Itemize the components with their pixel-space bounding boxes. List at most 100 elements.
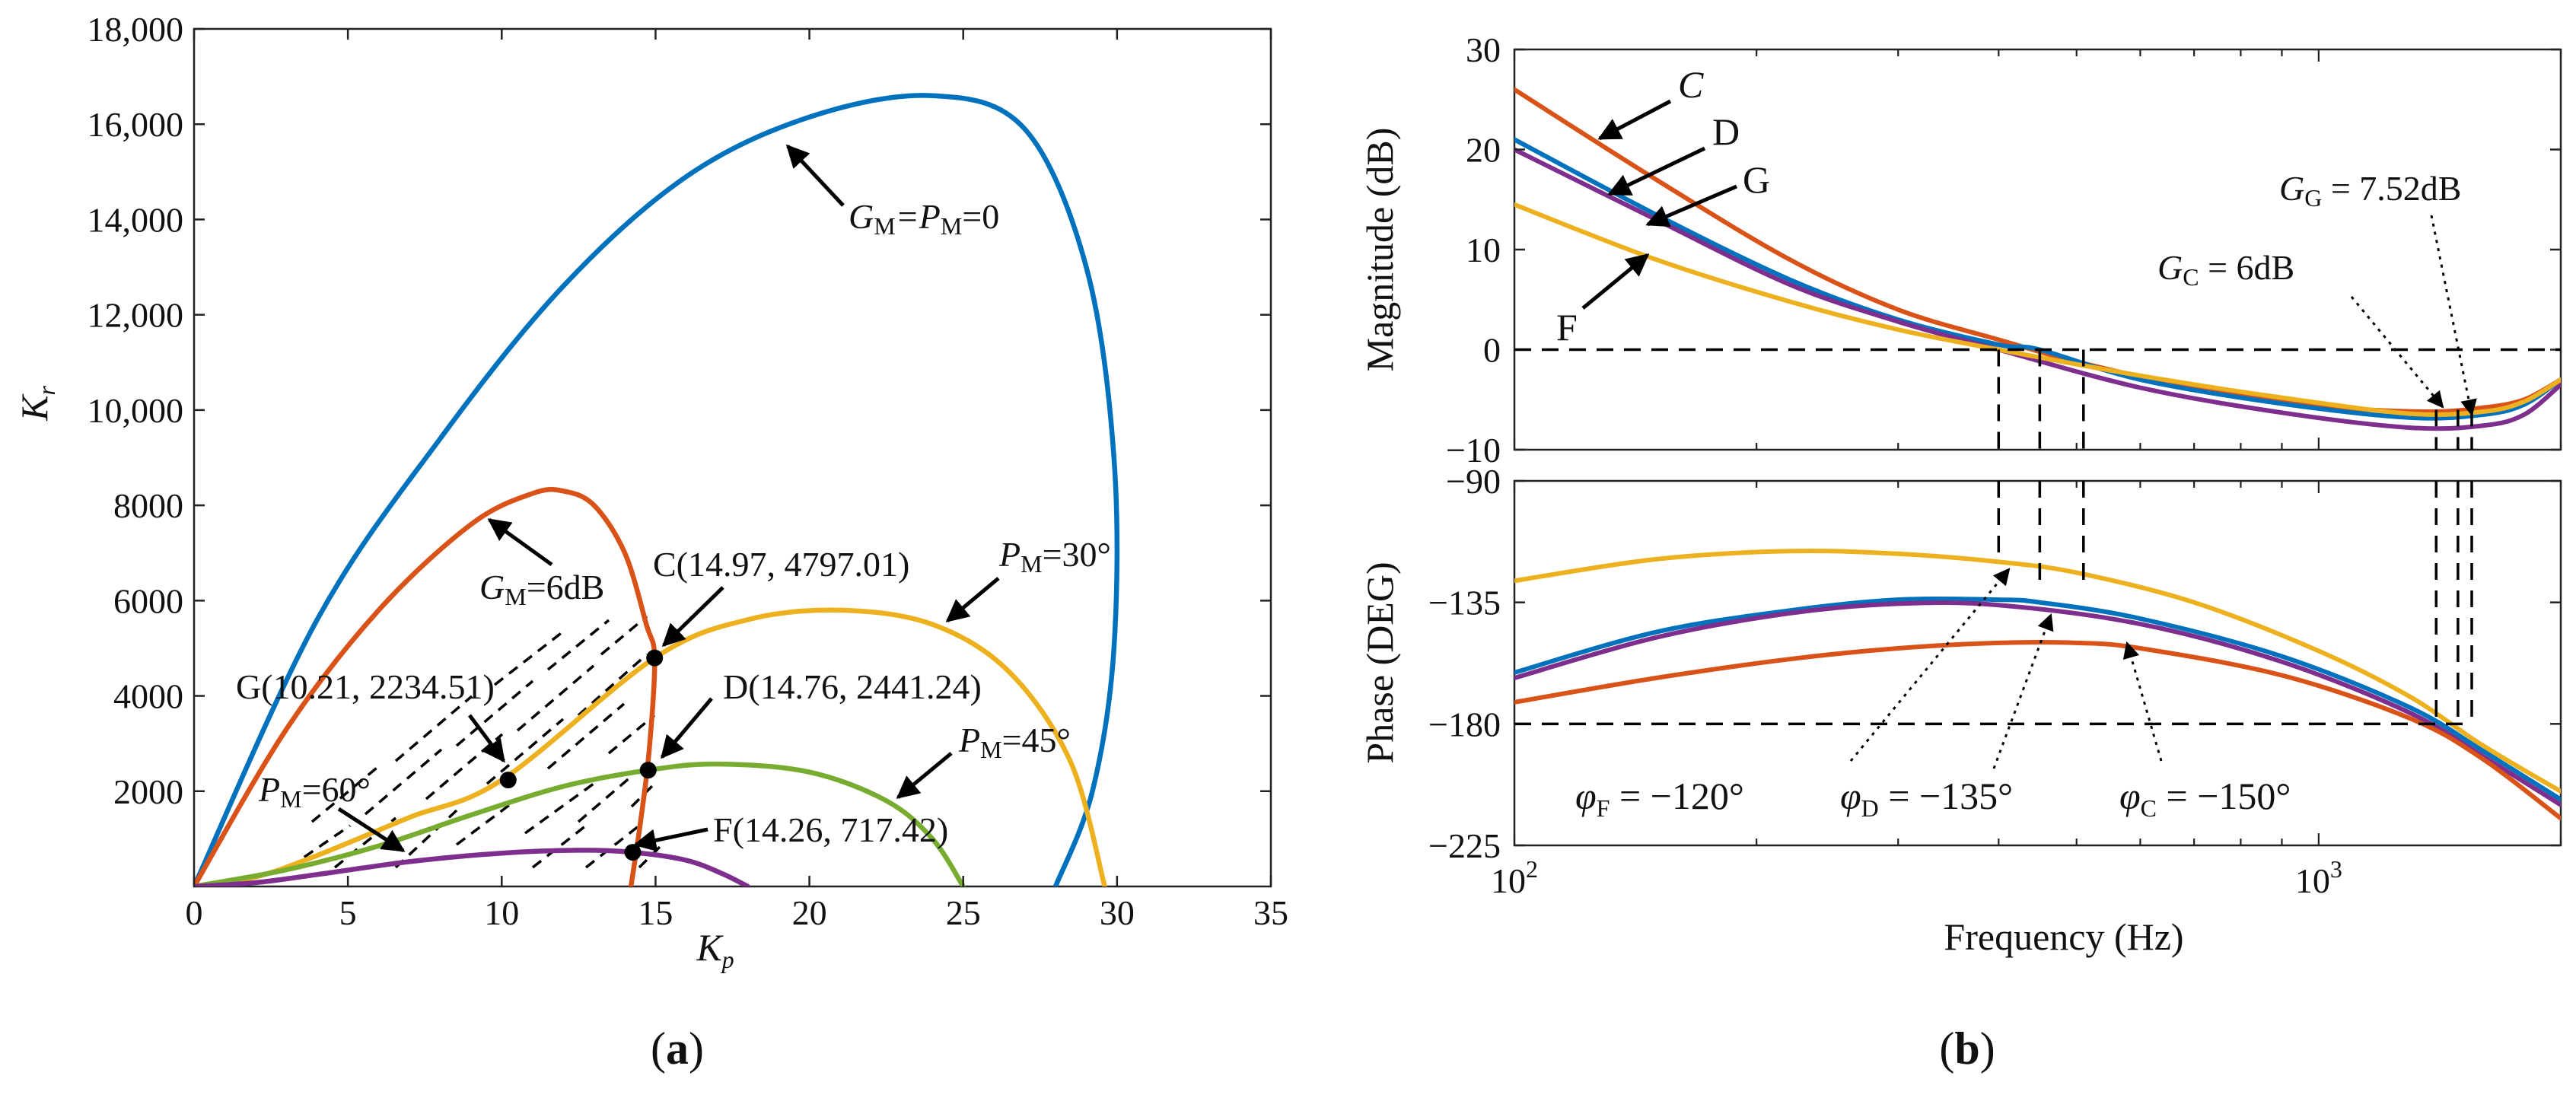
phase-ylabel: Phase (DEG) <box>1358 562 1401 763</box>
arrow-point-f <box>633 827 708 852</box>
panel-b-chart: 102 103 −10 0 10 20 30 −90 −135 −180 −225 Magnitud… <box>1358 30 2562 1074</box>
phase-curve-c <box>1514 640 2561 821</box>
curve-pm-45 <box>194 761 966 886</box>
leader-gain-margin-c <box>2350 296 2444 409</box>
hatch-line <box>493 630 565 686</box>
panel-a-xtick-label: 10 <box>484 893 519 932</box>
phase-ytick-label: −135 <box>1428 584 1501 622</box>
magnitude-curve-g <box>1514 147 2561 431</box>
leader-phase-d <box>1992 613 2054 769</box>
arrow-point-c <box>661 586 724 648</box>
magnitude-ytick-label: 30 <box>1466 30 1501 69</box>
panel-a-ytick-label: 16,000 <box>88 105 184 144</box>
annotation-phase-f: φF = −120° <box>1575 775 1744 822</box>
arrow-point-d <box>661 697 713 759</box>
magnitude-ytick-label: 10 <box>1466 231 1501 269</box>
panel-a-xtick-label: 0 <box>186 893 203 932</box>
panel-a-ytick-label: 8000 <box>113 486 183 525</box>
annotation-gm-pm-0: GM=PM=0 <box>849 197 999 240</box>
annotation-gain-margin-g: GG = 7.52dB <box>2279 169 2461 212</box>
annotation-phase-c: φC = −150° <box>2119 775 2291 822</box>
phase-ytick-label: −90 <box>1446 462 1501 501</box>
arrow-gm-pm-0 <box>785 144 845 207</box>
hatch-line <box>546 702 626 770</box>
hatch-line <box>516 664 595 732</box>
magnitude-plot-area <box>1513 48 2562 451</box>
magnitude-ytick-label: −10 <box>1446 431 1501 469</box>
panel-a-xtick-label: 15 <box>638 893 673 932</box>
arrow-pm-60 <box>337 807 406 853</box>
curve-pm-60 <box>194 848 750 886</box>
annotation-pm-30: PM=30° <box>998 535 1111 578</box>
annotation-gm-6db: GM=6dB <box>479 568 604 610</box>
arrow-curve-f <box>1581 253 1650 310</box>
hatch-line <box>577 775 633 823</box>
annotation-point-d: D(14.76, 2441.24) <box>723 667 982 706</box>
panel-a-chart: 0 5 10 15 20 25 30 35 2000 4000 6000 8000 10,000 12,0… <box>13 10 1288 1074</box>
annotation-point-f: F(14.26, 717.42) <box>713 810 948 849</box>
magnitude-ylabel: Magnitude (dB) <box>1358 128 1401 372</box>
panel-a-plot-area <box>193 27 1272 888</box>
label-curve-d: D <box>1712 110 1740 153</box>
hatch-line <box>364 748 443 816</box>
hatch-line <box>288 824 351 869</box>
label-curve-c: C <box>1678 63 1704 106</box>
hatch-line <box>486 718 565 785</box>
panel-a-ylabel: Kr <box>13 386 60 422</box>
panel-a-label: (a) <box>651 1023 704 1074</box>
hatch-line <box>524 782 595 835</box>
phase-ytick-label: −225 <box>1428 826 1501 865</box>
panel-a-ytick-label: 18,000 <box>88 10 184 49</box>
panel-a-xtick-label: 30 <box>1100 893 1135 932</box>
curve-pm-30 <box>194 607 1107 886</box>
hatch-line <box>607 714 656 755</box>
panel-b-label: (b) <box>1939 1023 1995 1074</box>
hatch-line <box>630 782 656 808</box>
panel-b-xtick-label: 103 <box>2295 855 2342 900</box>
panel-a-xtick-label: 35 <box>1253 893 1288 932</box>
leader-phase-c <box>2122 641 2163 762</box>
hatch-line <box>584 824 641 869</box>
point-f <box>624 844 642 861</box>
hatch-line <box>531 824 587 869</box>
panel-a-xtick-label: 5 <box>339 893 357 932</box>
point-d <box>639 762 657 779</box>
arrow-pm-45 <box>896 752 953 799</box>
phase-curve-f <box>1514 548 2561 794</box>
arrow-point-g <box>468 714 505 763</box>
panel-a-xlabel: Kp <box>696 926 734 973</box>
hatch-line <box>638 843 664 869</box>
hatch-line <box>394 695 473 762</box>
arrow-gm-6db <box>487 517 553 567</box>
panel-a-xtick-label: 25 <box>946 893 981 932</box>
panel-a-ytick-label: 6000 <box>113 581 183 620</box>
point-c <box>646 649 664 667</box>
hatch-line <box>455 797 519 846</box>
leader-gain-margin-g <box>2430 215 2477 417</box>
magnitude-ytick-label: 0 <box>1483 331 1501 370</box>
panel-a-ytick-label: 10,000 <box>88 391 184 430</box>
hatch-line <box>600 615 648 656</box>
panel-b-xtick-label: 102 <box>1491 855 1538 900</box>
arrow-curve-c <box>1597 99 1672 141</box>
hatch-line <box>310 763 382 823</box>
annotation-phase-d: φD = −135° <box>1840 775 2013 822</box>
label-curve-f: F <box>1556 306 1578 348</box>
arrow-curve-g <box>1645 184 1737 228</box>
phase-ytick-label: −180 <box>1428 705 1501 743</box>
label-curve-g: G <box>1743 158 1770 201</box>
panel-a-xtick-label: 20 <box>792 893 827 932</box>
annotation-point-g: G(10.21, 2234.51) <box>236 667 495 706</box>
magnitude-ytick-label: 20 <box>1466 131 1501 170</box>
curve-gm-6db <box>194 486 658 886</box>
panel-b-xlabel: Frequency (Hz) <box>1944 915 2183 958</box>
panel-a-ytick-label: 4000 <box>113 677 183 716</box>
arrow-curve-d <box>1607 146 1706 196</box>
phase-plot-area <box>1513 479 2562 847</box>
hatch-line <box>577 653 648 717</box>
panel-a-ytick-label: 2000 <box>113 772 183 811</box>
annotation-pm-45: PM=45° <box>958 721 1071 763</box>
panel-a-ytick-label: 14,000 <box>88 200 184 239</box>
curve-gm-pm-0 <box>194 93 1120 886</box>
